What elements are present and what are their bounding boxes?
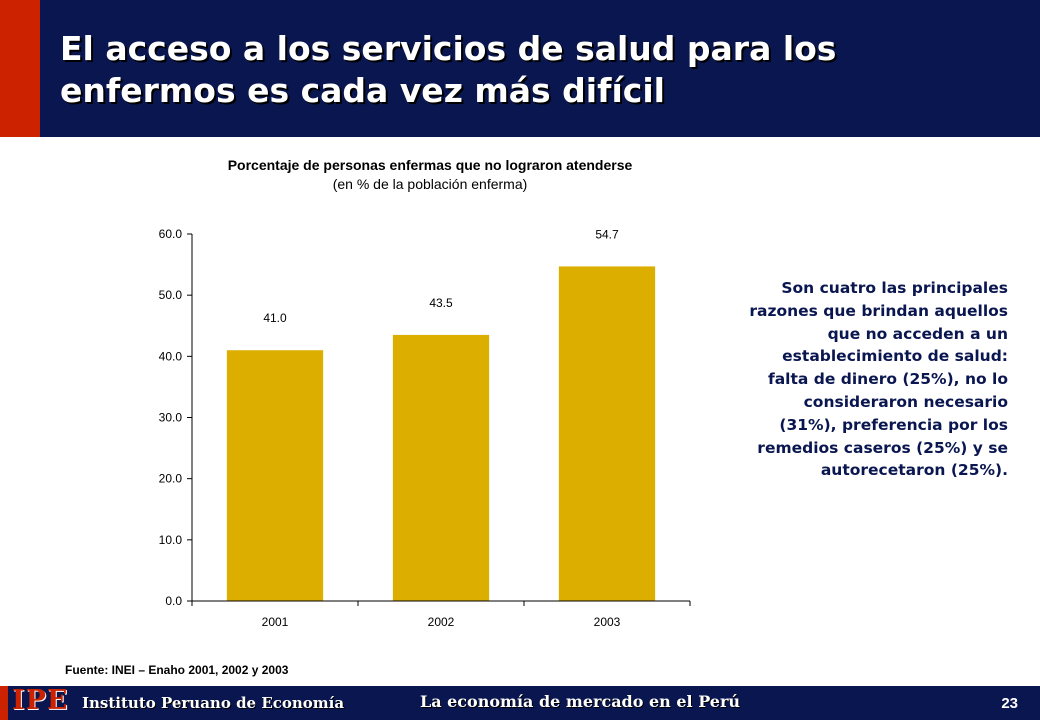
title-accent-stripe <box>0 0 40 137</box>
ipe-logo: IPE <box>12 685 69 716</box>
footer-accent-stripe <box>0 686 8 720</box>
x-tick-label-2002: 2002 <box>428 615 455 629</box>
y-tick-label: 50.0 <box>159 288 183 302</box>
side-note: Son cuatro las principales razones que b… <box>749 279 1008 480</box>
source-note: Fuente: INEI – Enaho 2001, 2002 y 2003 <box>65 663 289 677</box>
y-tick-label: 40.0 <box>159 349 183 363</box>
y-tick-label: 30.0 <box>159 411 183 425</box>
bar-2002 <box>392 334 490 601</box>
y-tick-label: 0.0 <box>165 594 182 608</box>
value-label-2002: 43.5 <box>429 296 453 310</box>
y-tick-label: 60.0 <box>159 227 183 241</box>
footer-tagline: La economía de mercado en el Perú <box>419 692 741 711</box>
chart-title-block: Porcentaje de personas enfermas que no l… <box>220 156 640 194</box>
footer-bar: IPE Instituto Peruano de Economía La eco… <box>0 685 1040 720</box>
slide-title: El acceso a los servicios de salud para … <box>60 29 837 110</box>
bar-2003 <box>558 266 656 601</box>
bar-2001 <box>226 350 324 601</box>
title-bar <box>0 0 1040 137</box>
chart-title: Porcentaje de personas enfermas que no l… <box>227 157 633 173</box>
x-tick-label-2001: 2001 <box>262 615 289 629</box>
chart-subtitle: (en % de la población enferma) <box>332 176 528 192</box>
bar-chart: 41.0 43.5 54.7 0.0 10.0 20.0 30.0 40.0 50.0 60.0 2… <box>159 227 691 629</box>
page-number: 23 <box>1001 695 1018 712</box>
institute-name: Instituto Peruano de Economía <box>82 694 345 712</box>
y-tick-label: 10.0 <box>159 533 183 547</box>
x-tick-label-2003: 2003 <box>594 615 621 629</box>
value-label-2003: 54.7 <box>595 227 619 241</box>
value-label-2001: 41.0 <box>263 311 287 325</box>
y-tick-label: 20.0 <box>159 472 183 486</box>
